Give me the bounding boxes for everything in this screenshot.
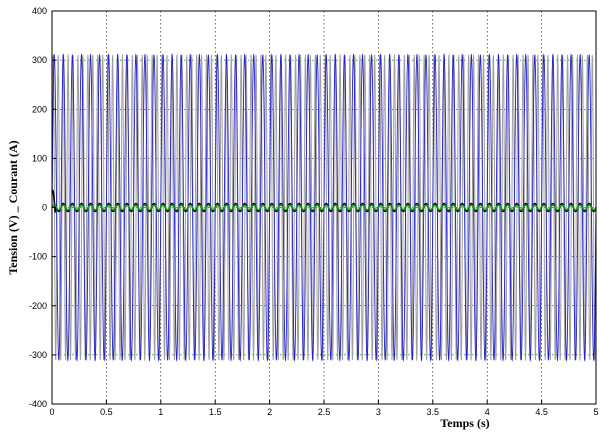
y-tick-label: -200 (29, 301, 47, 311)
x-tick-label: 1 (158, 407, 163, 417)
x-tick-label: 4 (485, 407, 490, 417)
x-tick-label: 2 (267, 407, 272, 417)
x-tick-label: 1.5 (209, 407, 222, 417)
y-tick-label: 200 (32, 104, 47, 114)
y-tick-label: 300 (32, 55, 47, 65)
x-tick-label: 2.5 (318, 407, 331, 417)
y-axis-label: Tension (V) _ Courant (A) (6, 140, 20, 274)
y-tick-label: 100 (32, 153, 47, 163)
y-tick-label: -100 (29, 252, 47, 262)
y-tick-label: 0 (42, 203, 47, 213)
series-group (51, 53, 597, 362)
x-tick-label: 5 (593, 407, 598, 417)
x-tick-label: 0 (49, 407, 54, 417)
x-tick-label: 3 (376, 407, 381, 417)
x-tick-label: 3.5 (427, 407, 440, 417)
y-tick-label: 400 (32, 6, 47, 16)
ticks: 0 0.5 1 1.5 2 2.5 3 3.5 4 4.5 5 -400 -300 -200 -100 0 10… (29, 6, 599, 417)
y-tick-label: -400 (29, 399, 47, 409)
series-line-4 (51, 204, 597, 211)
x-tick-label: 4.5 (535, 407, 548, 417)
x-tick-label: 0.5 (100, 407, 113, 417)
x-axis-label: Temps (s) (440, 416, 489, 430)
y-tick-label: -300 (29, 350, 47, 360)
